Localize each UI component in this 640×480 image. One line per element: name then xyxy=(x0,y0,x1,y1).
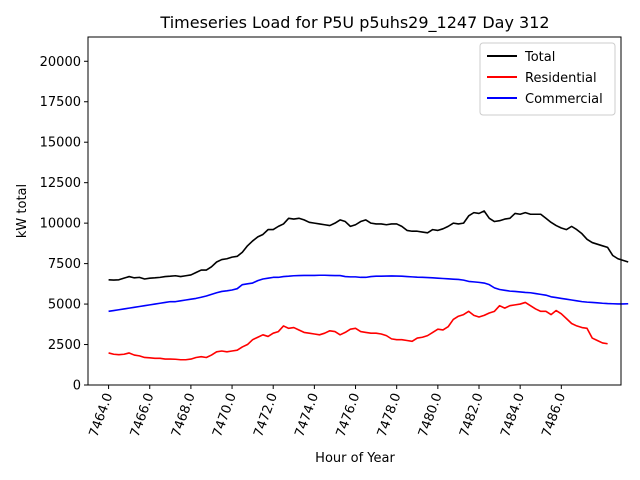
y-tick-label: 15000 xyxy=(40,136,81,151)
chart-title: Timeseries Load for P5U p5uhs29_1247 Day… xyxy=(159,13,549,33)
plot-area-frame xyxy=(87,36,622,386)
y-tick-label: 0 xyxy=(73,379,81,394)
series-line-residential xyxy=(108,301,608,361)
series-line-total xyxy=(108,210,629,281)
x-tick-label: 7480.0 xyxy=(416,391,446,439)
series-layer xyxy=(108,210,629,361)
y-tick-label: 10000 xyxy=(40,217,81,232)
y-tick-label: 2500 xyxy=(48,338,81,353)
y-tick-label: 12500 xyxy=(40,176,81,191)
x-tick-label: 7486.0 xyxy=(539,391,569,439)
legend-label-total: Total xyxy=(524,50,555,65)
y-tick-label: 17500 xyxy=(40,95,81,110)
legend: Total Residential Commercial xyxy=(479,42,616,116)
x-tick-label: 7476.0 xyxy=(334,391,364,439)
y-tick-label: 20000 xyxy=(40,55,81,70)
x-tick-label: 7482.0 xyxy=(457,391,487,439)
x-tick-label: 7474.0 xyxy=(292,391,322,439)
legend-label-residential: Residential xyxy=(525,71,597,86)
legend-label-commercial: Commercial xyxy=(525,92,603,107)
x-tick-label: 7464.0 xyxy=(87,391,117,439)
x-tick-label: 7468.0 xyxy=(169,391,199,439)
y-tick-label: 7500 xyxy=(48,257,81,272)
x-axis-label: Hour of Year xyxy=(315,451,395,466)
x-tick-label: 7484.0 xyxy=(498,391,528,439)
series-line-commercial xyxy=(108,274,629,313)
x-tick-label: 7472.0 xyxy=(251,391,281,439)
y-axis-label: kW total xyxy=(15,184,30,238)
x-tick-label: 7466.0 xyxy=(128,391,158,439)
x-tick-label: 7478.0 xyxy=(375,391,405,439)
x-tick-label: 7470.0 xyxy=(210,391,240,439)
y-tick-label: 5000 xyxy=(48,298,81,313)
